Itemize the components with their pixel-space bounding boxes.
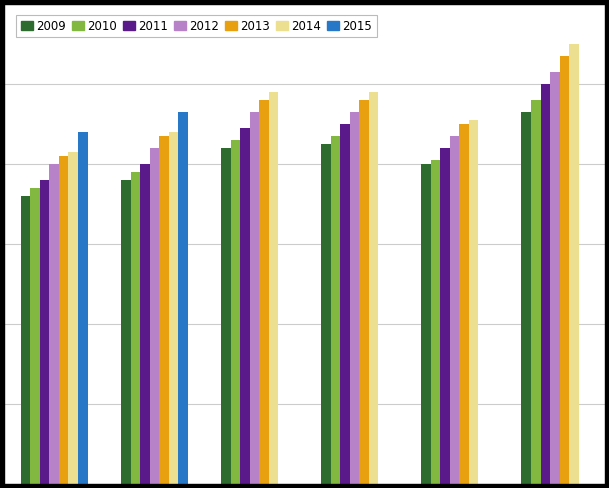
Bar (21, 196, 30, 484)
Bar (178, 112, 188, 484)
Bar (169, 132, 178, 484)
Bar (421, 164, 431, 484)
Bar (231, 140, 240, 484)
Bar (431, 160, 440, 484)
Bar (369, 92, 378, 484)
Bar (269, 92, 278, 484)
Bar (350, 112, 359, 484)
Bar (49, 164, 59, 484)
Bar (140, 164, 150, 484)
Bar (440, 148, 450, 484)
Bar (569, 44, 579, 484)
Bar (221, 148, 231, 484)
Bar (541, 84, 550, 484)
Bar (240, 128, 250, 484)
Bar (531, 100, 541, 484)
Bar (359, 100, 369, 484)
Bar (250, 112, 259, 484)
Bar (450, 136, 459, 484)
Bar (78, 132, 88, 484)
Bar (150, 148, 159, 484)
Bar (59, 156, 68, 484)
Bar (259, 100, 269, 484)
Bar (560, 56, 569, 484)
Bar (340, 124, 350, 484)
Bar (521, 112, 531, 484)
Bar (30, 188, 40, 484)
Bar (40, 180, 49, 484)
Bar (469, 120, 479, 484)
Bar (550, 72, 560, 484)
Bar (459, 124, 469, 484)
Legend: 2009, 2010, 2011, 2012, 2013, 2014, 2015: 2009, 2010, 2011, 2012, 2013, 2014, 2015 (16, 15, 377, 37)
Bar (159, 136, 169, 484)
Bar (68, 152, 78, 484)
Bar (331, 136, 340, 484)
Bar (322, 144, 331, 484)
Bar (130, 172, 140, 484)
Bar (121, 180, 130, 484)
